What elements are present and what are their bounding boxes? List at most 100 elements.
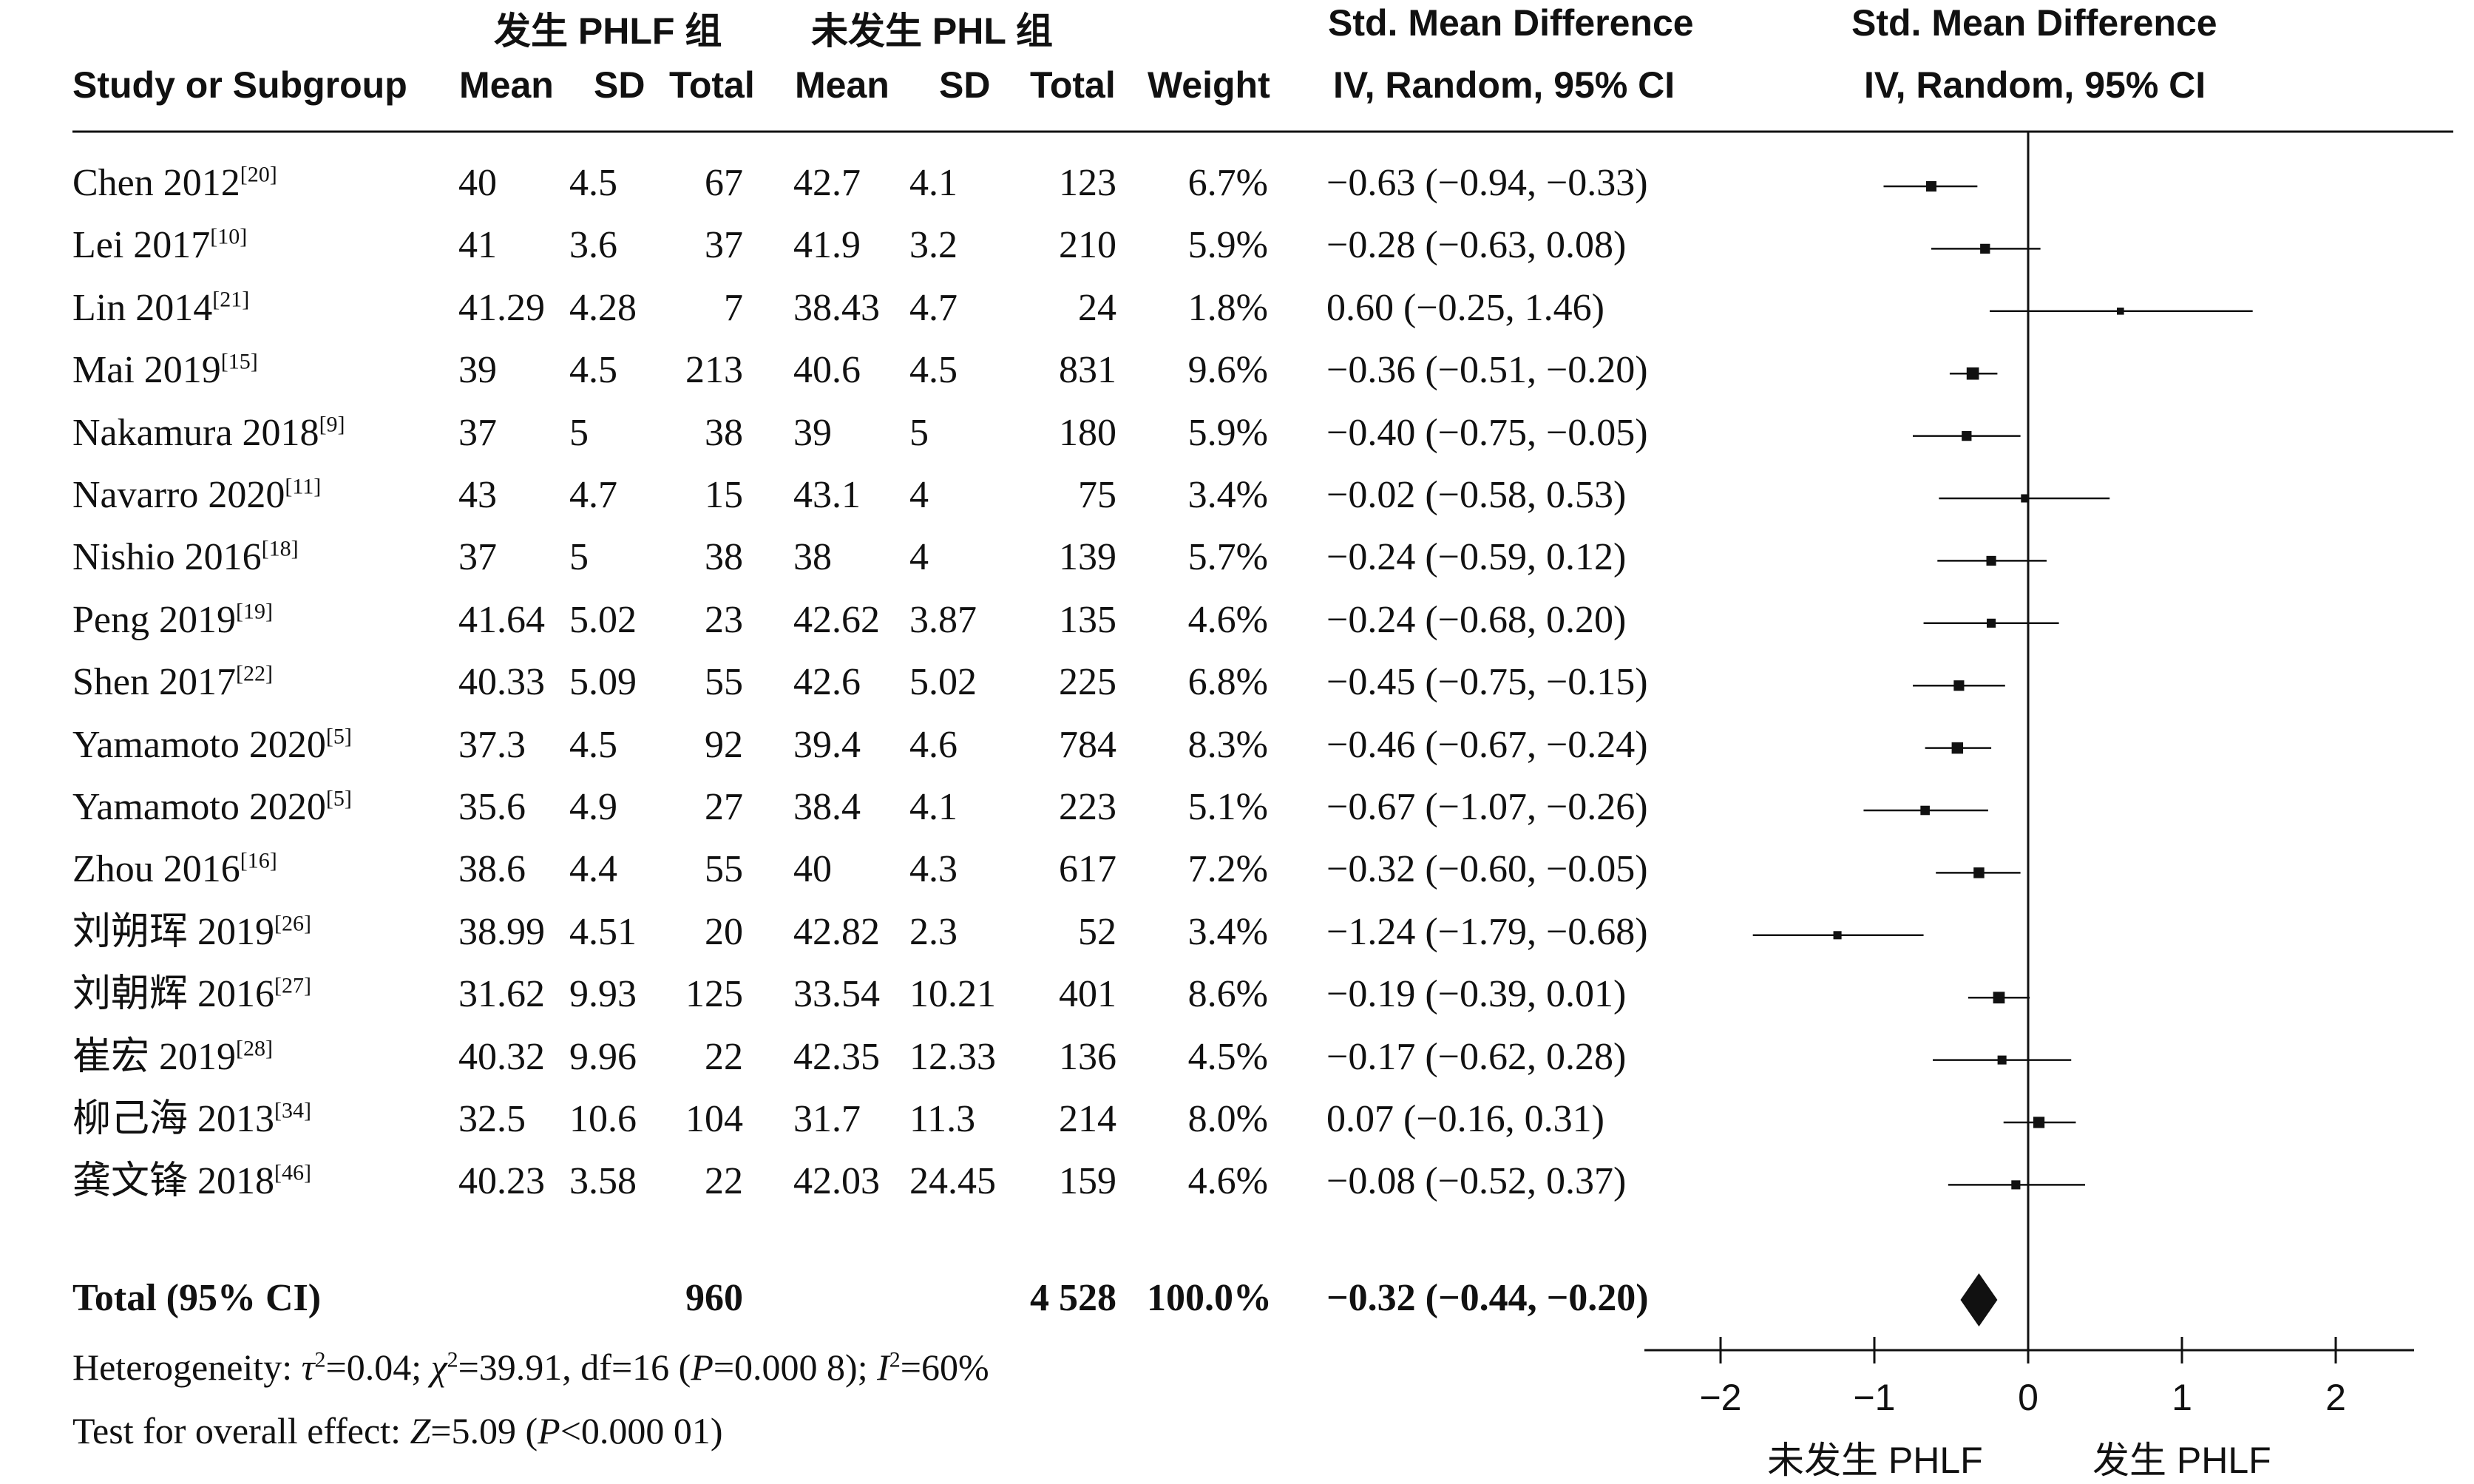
cell-mean2: 39.4 (793, 723, 861, 766)
i-value: =60% (900, 1346, 989, 1388)
cell-total2: 225 (1059, 661, 1116, 704)
x-tick-label: 0 (2018, 1377, 2038, 1418)
smd-title: Std. Mean Difference (1328, 2, 1694, 44)
cell-sd1: 4.5 (569, 162, 617, 204)
header-mean2: Mean (795, 64, 889, 106)
cell-ci: −0.46 (−0.67, −0.24) (1326, 723, 1648, 766)
cell-sd2: 4.3 (909, 848, 958, 891)
cell-ci: 0.60 (−0.25, 1.46) (1326, 286, 1604, 329)
cell-sd2: 5.02 (909, 661, 977, 704)
cell-ci: −0.28 (−0.63, 0.08) (1326, 224, 1627, 267)
study-label: Zhou 2016 (72, 848, 240, 891)
total-weight: 100.0% (1147, 1277, 1272, 1319)
chi-value: =39.91, df=16 ( (458, 1346, 691, 1388)
point-estimate (2116, 307, 2124, 315)
cell-ci: 0.07 (−0.16, 0.31) (1326, 1098, 1604, 1140)
cell-total1: 38 (705, 536, 743, 579)
cell-total2: 180 (1059, 411, 1116, 454)
cell-total2: 135 (1059, 598, 1116, 641)
study-reference: [20] (240, 162, 277, 187)
cell-sd1: 4.28 (569, 286, 637, 329)
cell-sd2: 4 (909, 536, 929, 579)
cell-ci: −0.24 (−0.68, 0.20) (1326, 598, 1627, 641)
cell-sd1: 5 (569, 536, 589, 579)
study-name: Lin 2014[21] (72, 286, 250, 329)
cell-sd1: 10.6 (569, 1098, 637, 1140)
cell-sd1: 9.93 (569, 973, 637, 1016)
cell-total1: 55 (705, 661, 743, 704)
header-total1: Total (669, 64, 755, 106)
cell-total1: 125 (685, 973, 743, 1016)
cell-mean2: 42.7 (793, 162, 861, 204)
cell-total1: 37 (705, 224, 743, 267)
cell-total2: 210 (1059, 224, 1116, 267)
study-name: Yamamoto 2020[5] (72, 725, 352, 765)
point-estimate (1833, 931, 1842, 940)
study-name: 崔宏 2019[28] (72, 1035, 273, 1078)
pooled-diamond (1960, 1273, 1998, 1327)
study-name: 刘朝辉 2016[27] (72, 975, 311, 1014)
cell-mean2: 43.1 (793, 474, 861, 516)
cell-total1: 38 (705, 411, 743, 454)
study-name: Peng 2019[19] (72, 600, 273, 640)
header-mean1: Mean (459, 64, 554, 106)
study-reference: [5] (325, 786, 352, 811)
cell-sd2: 4 (909, 474, 929, 516)
cell-mean2: 38.4 (793, 786, 861, 828)
cell-mean1: 40.32 (458, 1035, 545, 1078)
study-label: Lei 2017 (72, 224, 211, 267)
study-name: Mai 2019[15] (72, 349, 258, 392)
study-label: Mai 2019 (72, 349, 221, 392)
cell-mean1: 40 (458, 162, 497, 204)
point-estimate (1997, 1055, 2007, 1065)
cell-total2: 52 (1078, 910, 1116, 953)
cell-mean2: 42.62 (793, 598, 880, 641)
study-reference: [10] (210, 225, 248, 250)
study-label: 柳己海 2013 (72, 1098, 275, 1140)
cell-sd1: 4.5 (569, 723, 617, 766)
total-n1: 960 (685, 1277, 743, 1319)
cell-total1: 104 (685, 1098, 743, 1140)
cell-mean1: 41.29 (458, 286, 545, 329)
cell-total1: 22 (705, 1160, 743, 1203)
study-reference: [21] (212, 287, 250, 312)
point-estimate (1980, 243, 1990, 254)
total-ci: −0.32 (−0.44, −0.20) (1326, 1277, 1649, 1319)
cell-weight: 5.9% (1187, 411, 1268, 454)
cell-weight: 8.6% (1187, 973, 1268, 1016)
cell-weight: 4.6% (1187, 598, 1268, 641)
cell-weight: 4.5% (1187, 1035, 1268, 1078)
point-estimate (1951, 742, 1964, 754)
cell-sd2: 3.2 (909, 224, 958, 267)
cell-weight: 1.8% (1187, 286, 1268, 329)
cell-sd1: 3.6 (569, 224, 617, 267)
p-symbol-overall: P (538, 1410, 560, 1451)
study-label: Lin 2014 (72, 286, 213, 329)
point-estimate (1966, 367, 1979, 380)
study-name: Nakamura 2018[9] (72, 413, 345, 453)
point-estimate (1953, 680, 1965, 691)
cell-mean2: 31.7 (793, 1098, 861, 1140)
cell-mean2: 41.9 (793, 224, 861, 267)
overall-effect-label: Test for overall effect: (72, 1410, 410, 1451)
cell-mean2: 38 (793, 536, 832, 579)
cell-mean2: 42.82 (793, 910, 880, 953)
study-reference: [22] (236, 661, 273, 686)
study-label: Navarro 2020 (72, 474, 285, 516)
study-reference: [27] (274, 973, 311, 998)
cell-sd1: 3.58 (569, 1160, 637, 1203)
study-label: 崔宏 2019 (72, 1035, 237, 1078)
study-name: Yamamoto 2020[5] (72, 786, 352, 828)
chi-square: 2 (447, 1347, 458, 1372)
cell-sd1: 5 (569, 411, 589, 454)
point-estimate (1920, 805, 1930, 816)
cell-sd2: 2.3 (909, 910, 958, 953)
p-value-overall: <0.000 01) (560, 1410, 723, 1451)
smd-method: IV, Random, 95% CI (1333, 64, 1675, 106)
cell-sd1: 4.5 (569, 349, 617, 392)
plot-method: IV, Random, 95% CI (1864, 64, 2206, 106)
study-label: Yamamoto 2020 (72, 786, 326, 828)
cell-sd2: 12.33 (909, 1035, 996, 1078)
header-study: Study or Subgroup (72, 64, 407, 106)
cell-sd1: 5.02 (569, 598, 637, 641)
